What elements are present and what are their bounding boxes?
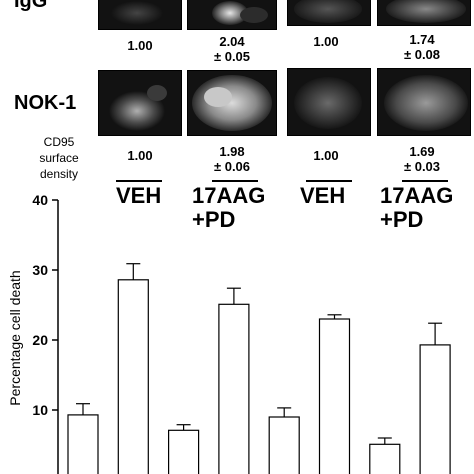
micrograph-nok1-veh-2 <box>287 68 371 136</box>
igg-density-4: 1.74 ± 0.08 <box>382 32 462 62</box>
igg-density-1-value: 1.00 <box>127 38 153 53</box>
treatment-label-4: 17AAG +PD <box>380 184 453 232</box>
treatment-2-line1: 17AAG <box>192 183 266 208</box>
treatment-1-line1: VEH <box>116 183 162 208</box>
nok1-density-2-sd: ± 0.06 <box>213 159 251 174</box>
igg-density-3-value: 1.00 <box>313 34 339 49</box>
y-tick-label: 10 <box>32 402 48 418</box>
y-axis-ticks: 10 20 30 40 <box>32 192 58 418</box>
bar <box>318 318 351 474</box>
igg-density-4-value: 1.74 <box>409 32 435 47</box>
nok1-density-2-value: 1.98 <box>219 144 245 159</box>
micrograph-igg-17aag-pd-2 <box>377 0 471 26</box>
nok1-density-1: 1.00 <box>100 148 180 163</box>
nok1-density-4: 1.69 ± 0.03 <box>382 144 462 174</box>
bar <box>168 429 200 474</box>
y-tick-label: 40 <box>32 192 48 208</box>
micrograph-nok1-17aag-pd-1 <box>187 70 277 136</box>
cd95-label-line2: surface <box>39 151 79 165</box>
bar <box>117 279 149 474</box>
treatment-4-line2: +PD <box>380 207 424 232</box>
bar <box>67 414 99 474</box>
cd95-label-line3: density <box>39 167 79 181</box>
igg-density-1: 1.00 <box>100 38 180 53</box>
treatment-underline-2 <box>212 180 258 182</box>
cd95-surface-density-label: CD95 surface density <box>14 134 104 182</box>
y-axis-label: Percentage cell death <box>7 270 23 405</box>
treatment-underline-4 <box>402 180 448 182</box>
bar <box>369 443 401 474</box>
bar <box>419 344 451 474</box>
igg-density-4-sd: ± 0.08 <box>403 47 441 62</box>
treatment-label-3: VEH <box>300 184 345 208</box>
nok1-density-2: 1.98 ± 0.06 <box>192 144 272 174</box>
igg-density-2-sd: ± 0.05 <box>213 49 251 64</box>
nok1-density-1-value: 1.00 <box>127 148 153 163</box>
treatment-3-line1: VEH <box>300 183 346 208</box>
treatment-label-1: VEH <box>116 184 161 208</box>
nok1-density-4-value: 1.69 <box>409 144 435 159</box>
bar <box>268 416 300 474</box>
micrograph-igg-veh-2 <box>287 0 371 26</box>
cd95-label-line1: CD95 <box>43 135 75 149</box>
treatment-underline-1 <box>116 180 162 182</box>
y-tick-label: 20 <box>32 332 48 348</box>
nok1-density-3-value: 1.00 <box>313 148 339 163</box>
y-tick-label: 30 <box>32 262 48 278</box>
treatment-2-line2: +PD <box>192 207 236 232</box>
row-label-nok1: NOK-1 <box>14 92 77 114</box>
micrograph-nok1-veh-1 <box>98 70 182 136</box>
micrograph-nok1-17aag-pd-2 <box>377 68 471 136</box>
micrograph-igg-17aag-pd-1 <box>187 0 277 30</box>
micrograph-igg-veh-1 <box>98 0 182 30</box>
bars-group <box>67 263 451 474</box>
treatment-underline-3 <box>306 180 352 182</box>
igg-density-2-value: 2.04 <box>219 34 245 49</box>
bar <box>218 303 250 474</box>
igg-density-2: 2.04 ± 0.05 <box>192 34 272 64</box>
nok1-density-4-sd: ± 0.03 <box>403 159 441 174</box>
igg-density-3: 1.00 <box>286 34 366 49</box>
treatment-4-line1: 17AAG <box>380 183 454 208</box>
row-label-igg: IgG <box>14 0 48 12</box>
nok1-density-3: 1.00 <box>286 148 366 163</box>
treatment-label-2: 17AAG +PD <box>192 184 265 232</box>
